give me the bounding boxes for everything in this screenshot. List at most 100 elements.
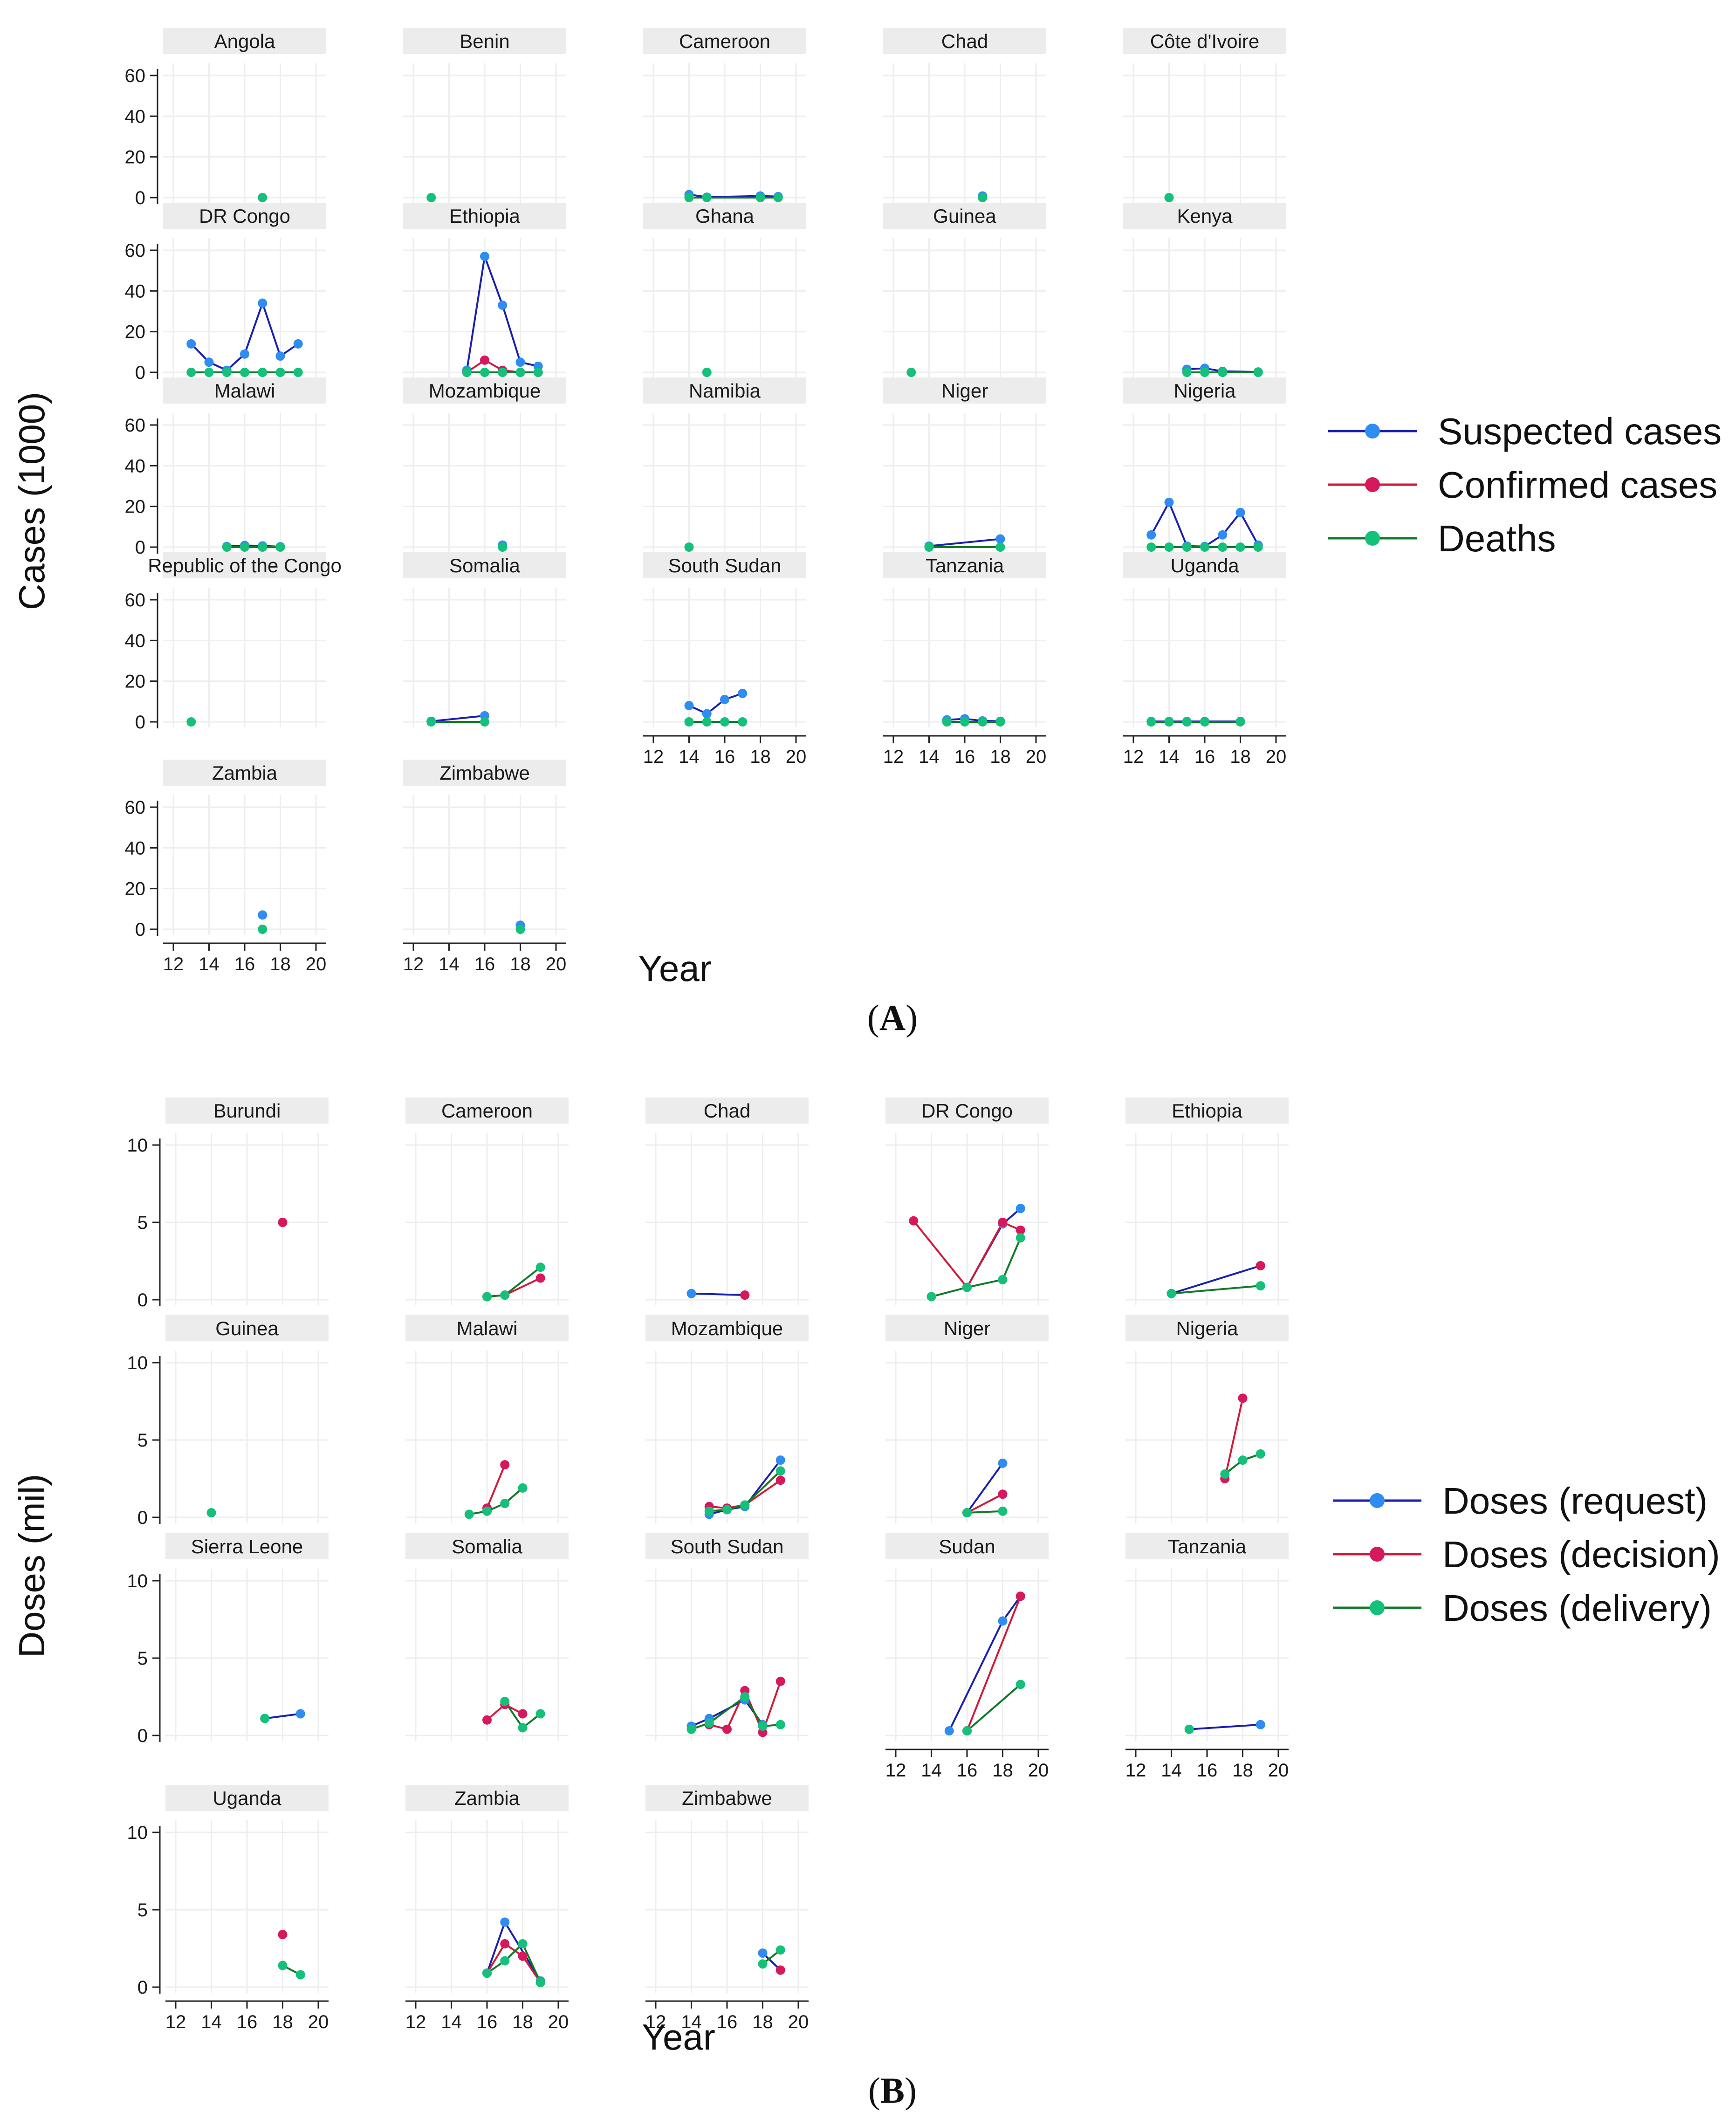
facet-malawi-y-tick-label: 20 bbox=[125, 497, 146, 517]
facet-tanzania: Tanzania 12 14 16 18 20 bbox=[883, 552, 1047, 767]
facet-mozambique-delivery-point bbox=[704, 1506, 714, 1516]
facet-mozambique-decision-point bbox=[775, 1475, 785, 1485]
facet-zambia-x-tick-label: 16 bbox=[234, 954, 255, 974]
legend-doses-request-marker bbox=[1370, 1493, 1385, 1508]
facet-zambia-x-tick-label: 18 bbox=[270, 954, 291, 974]
facet-sudan-x-tick-label: 20 bbox=[1028, 1760, 1049, 1781]
facet-sierra-leone-strip bbox=[165, 1533, 329, 1559]
panel-b-x-axis-title: Year bbox=[642, 2016, 715, 2057]
facet-uganda-x-tick-label: 16 bbox=[237, 2012, 258, 2032]
facet-ethiopia-deaths-point bbox=[462, 368, 472, 377]
facet-tanzania-x-tick-label: 20 bbox=[1026, 747, 1047, 767]
facet-guinea-strip bbox=[165, 1315, 329, 1341]
facet-tanzania-x-tick-label: 14 bbox=[919, 747, 940, 767]
facet-benin-title: Benin bbox=[460, 30, 509, 52]
facet-south-sudan-suspected-point bbox=[738, 688, 748, 698]
facet-nigeria-deaths-point bbox=[1182, 542, 1192, 552]
facet-south-sudan-x-tick-label: 12 bbox=[643, 747, 664, 767]
legend-confirmed-cases-marker bbox=[1365, 477, 1380, 492]
facet-dr-congo-deaths-point bbox=[222, 368, 232, 377]
facet-dr-congo-suspected-point bbox=[186, 339, 196, 349]
facet-mozambique-strip bbox=[645, 1315, 809, 1341]
facet-zambia-x-tick-label: 20 bbox=[548, 2012, 569, 2032]
facet-tanzania-x-tick-label: 16 bbox=[954, 747, 975, 767]
facet-guinea-strip bbox=[883, 203, 1046, 229]
facet-zambia-y-tick-label: 20 bbox=[125, 879, 146, 899]
facet-kenya-strip bbox=[1123, 203, 1286, 229]
facet-nigeria: Nigeria bbox=[1125, 1315, 1289, 1523]
facet-angola-y-tick-label: 0 bbox=[135, 188, 145, 208]
facet-chad-request-line bbox=[691, 1292, 745, 1296]
facet-malawi-delivery-point bbox=[464, 1509, 474, 1519]
facet-uganda-deaths-point bbox=[1235, 717, 1245, 727]
facet-niger-title: Niger bbox=[944, 1317, 990, 1339]
facet-tanzania-strip bbox=[883, 552, 1046, 578]
facet-niger-request-line bbox=[966, 1462, 1004, 1514]
facet-tanzania-x-tick-label: 18 bbox=[990, 747, 1011, 767]
facet-ethiopia-suspected-point bbox=[498, 300, 508, 310]
facet-ethiopia-deaths-point bbox=[515, 368, 525, 377]
facet-nigeria-title: Nigeria bbox=[1176, 1317, 1238, 1339]
facet-ethiopia: Ethiopia bbox=[403, 203, 566, 378]
facet-dr-congo-delivery-line bbox=[931, 1237, 1022, 1298]
facet-dr-congo-deaths-point bbox=[275, 368, 285, 377]
facet-angola-y-tick-label: 60 bbox=[125, 66, 146, 86]
facet-south-sudan-decision-point bbox=[775, 1676, 785, 1686]
facet-benin: Benin bbox=[403, 28, 566, 203]
facet-sierra-leone-request-point bbox=[295, 1709, 305, 1719]
facet-zimbabwe-x-tick-label: 16 bbox=[474, 954, 495, 974]
facet-malawi-deaths-point bbox=[240, 542, 249, 552]
facet-chad: Chad bbox=[645, 1097, 809, 1305]
facet-ghana-strip bbox=[643, 203, 806, 229]
facet-dr-congo-strip bbox=[163, 203, 326, 229]
facet-chad-deaths-point bbox=[978, 193, 988, 202]
facet-zambia: Zambia 0 20 40 60 12 14 16 18 20 bbox=[125, 760, 327, 974]
facet-mozambique: Mozambique bbox=[403, 377, 566, 553]
facet-dr-congo-delivery-point bbox=[998, 1275, 1008, 1284]
facet-dr-congo-delivery-point bbox=[926, 1292, 936, 1302]
facet-zambia-strip bbox=[405, 1785, 569, 1811]
facet-south-sudan-deaths-point bbox=[720, 717, 729, 727]
facet-somalia-decision-point bbox=[518, 1709, 528, 1719]
facet-angola-strip bbox=[163, 28, 326, 54]
facet-nigeria-deaths-point bbox=[1253, 542, 1263, 552]
facet-zimbabwe-x-tick-label: 14 bbox=[681, 2012, 702, 2032]
legend-suspected-cases-marker bbox=[1365, 424, 1380, 439]
facet-zambia-y-tick-label: 40 bbox=[125, 838, 146, 858]
legend-doses-delivery-marker bbox=[1370, 1600, 1385, 1615]
facet-tanzania-deaths-point bbox=[960, 717, 969, 727]
facet-somalia-decision-point bbox=[482, 1715, 492, 1725]
facet-south-sudan: South Sudan bbox=[645, 1533, 809, 1741]
facet-south-sudan-decision-point bbox=[722, 1724, 732, 1734]
facet-tanzania-title: Tanzania bbox=[926, 555, 1004, 576]
facet-tanzania-deaths-point bbox=[942, 717, 952, 727]
facet-malawi: Malawi bbox=[405, 1315, 569, 1523]
facet-guinea: Guinea bbox=[883, 203, 1046, 378]
facet-niger-suspected-line bbox=[929, 538, 1001, 547]
legend-doses-request-label: Doses (request) bbox=[1442, 1480, 1708, 1522]
facet-uganda-x-tick-label: 14 bbox=[1159, 747, 1180, 767]
facet-cameroon-deaths-point bbox=[755, 193, 765, 202]
facet-burundi-y-tick-label: 5 bbox=[137, 1213, 148, 1233]
facet-zambia-x-tick-label: 20 bbox=[306, 954, 327, 974]
facet-sierra-leone-y-tick-label: 0 bbox=[137, 1726, 148, 1746]
facet-ghana-title: Ghana bbox=[695, 205, 755, 227]
facet-zambia-decision-point bbox=[500, 1939, 510, 1949]
facet-zambia-delivery-point bbox=[482, 1968, 492, 1978]
facet-uganda-x-tick-label: 12 bbox=[1123, 747, 1144, 767]
facet-tanzania: Tanzania 12 14 16 18 20 bbox=[1125, 1533, 1289, 1781]
legend-doses-decision-label: Doses (decision) bbox=[1442, 1534, 1720, 1575]
facet-dr-congo-request-line bbox=[966, 1207, 1022, 1288]
facet-nigeria-strip bbox=[1123, 377, 1286, 404]
legend-deaths-label: Deaths bbox=[1438, 518, 1556, 559]
facet-zimbabwe-decision-point bbox=[775, 1965, 785, 1975]
facet-south-sudan-x-tick-label: 20 bbox=[786, 747, 807, 767]
facet-niger-strip bbox=[883, 377, 1046, 404]
facet-kenya-deaths-point bbox=[1182, 368, 1192, 377]
facet-mozambique-delivery-point bbox=[740, 1500, 750, 1510]
facet-somalia-deaths-point bbox=[480, 717, 489, 727]
facet-somalia: Somalia bbox=[405, 1533, 569, 1741]
facet-ethiopia-confirmed-point bbox=[480, 355, 489, 365]
facet-republic-of-the-congo-y-tick-label: 20 bbox=[125, 672, 146, 692]
facet-uganda-x-tick-label: 14 bbox=[201, 2012, 222, 2032]
